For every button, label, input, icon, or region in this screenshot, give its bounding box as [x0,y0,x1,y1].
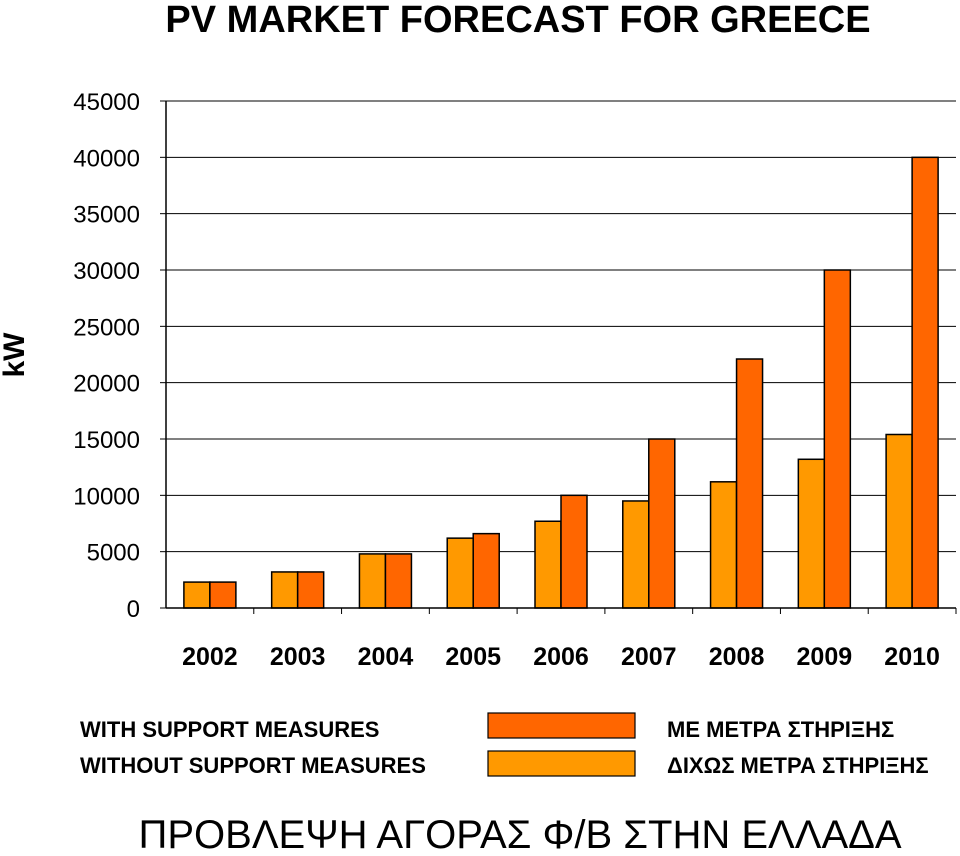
bar-with-support-2010 [911,156,939,609]
x-tick-label: 2009 [797,643,853,671]
y-tick-label: 5000 [87,540,140,567]
bar-with-support-2006 [560,494,588,609]
legend-label-without-support: WITHOUT SUPPORT MEASURES [80,753,426,778]
x-tick-label: 2002 [182,643,238,671]
y-tick-label: 25000 [73,314,140,341]
bar-with-support-2003 [296,571,325,609]
bar-without-support-2009 [797,458,826,609]
bars [183,156,939,609]
y-tick-label: 30000 [73,258,140,285]
bar-without-support-2002 [183,581,211,609]
y-tick-label: 35000 [73,202,140,229]
y-tick-label: 40000 [73,145,140,172]
y-tick-label: 0 [127,596,140,623]
bar-without-support-2010 [885,433,913,609]
legend-label-with-support-greek: ΜΕ ΜΕΤΡΑ ΣΤΗΡΙΞΗΣ [667,717,894,742]
legend-swatch-without-support [487,750,636,777]
x-tick-labels: 2002 2003 2004 2005 2006 2007 2008 2009 2010 [182,608,957,671]
y-tick-label: 20000 [73,371,140,398]
bar-with-support-2004 [384,553,413,609]
bar-with-support-2009 [823,269,852,609]
x-tick-label: 2007 [621,643,677,671]
bar-with-support-2007 [648,438,676,609]
legend: WITH SUPPORT MEASURES ΜΕ ΜΕΤΡΑ ΣΤΗΡΙΞΗΣ … [80,712,929,778]
chart-title: PV MARKET FORECAST FOR GREECE [165,0,870,41]
bar-without-support-2006 [534,520,562,609]
bar-without-support-2005 [446,537,474,609]
x-tick-label: 2006 [533,643,589,671]
y-tick-label: 45000 [73,89,140,116]
legend-swatch-with-support [487,712,636,739]
legend-label-with-support: WITH SUPPORT MEASURES [80,717,379,742]
y-axis-label: kW [0,332,31,378]
bar-with-support-2005 [472,532,500,609]
bar-without-support-2008 [709,481,738,609]
y-tick-label: 10000 [73,483,140,510]
x-tick-label: 2010 [884,643,940,671]
legend-label-without-support-greek: ΔΙΧΩΣ ΜΕΤΡΑ ΣΤΗΡΙΞΗΣ [667,753,929,778]
x-tick-label: 2005 [445,643,501,671]
bar-without-support-2007 [622,500,650,609]
x-tick-label: 2004 [358,643,414,671]
gridlines [166,100,956,553]
y-tick-label: 15000 [73,427,140,454]
bar-without-support-2004 [358,553,387,609]
bar-without-support-2003 [270,571,299,609]
bottom-title: ΠΡΟΒΛΕΨΗ ΑΓΟΡΑΣ Φ/Β ΣΤΗΝ ΕΛΛΑΔΑ [138,813,901,856]
bar-with-support-2008 [735,358,764,609]
x-tick-label: 2003 [270,643,326,671]
y-tick-labels: 0 5000 10000 15000 20000 25000 30000 35000 40000… [73,89,166,623]
x-tick-label: 2008 [709,643,765,671]
bar-with-support-2002 [209,581,237,609]
